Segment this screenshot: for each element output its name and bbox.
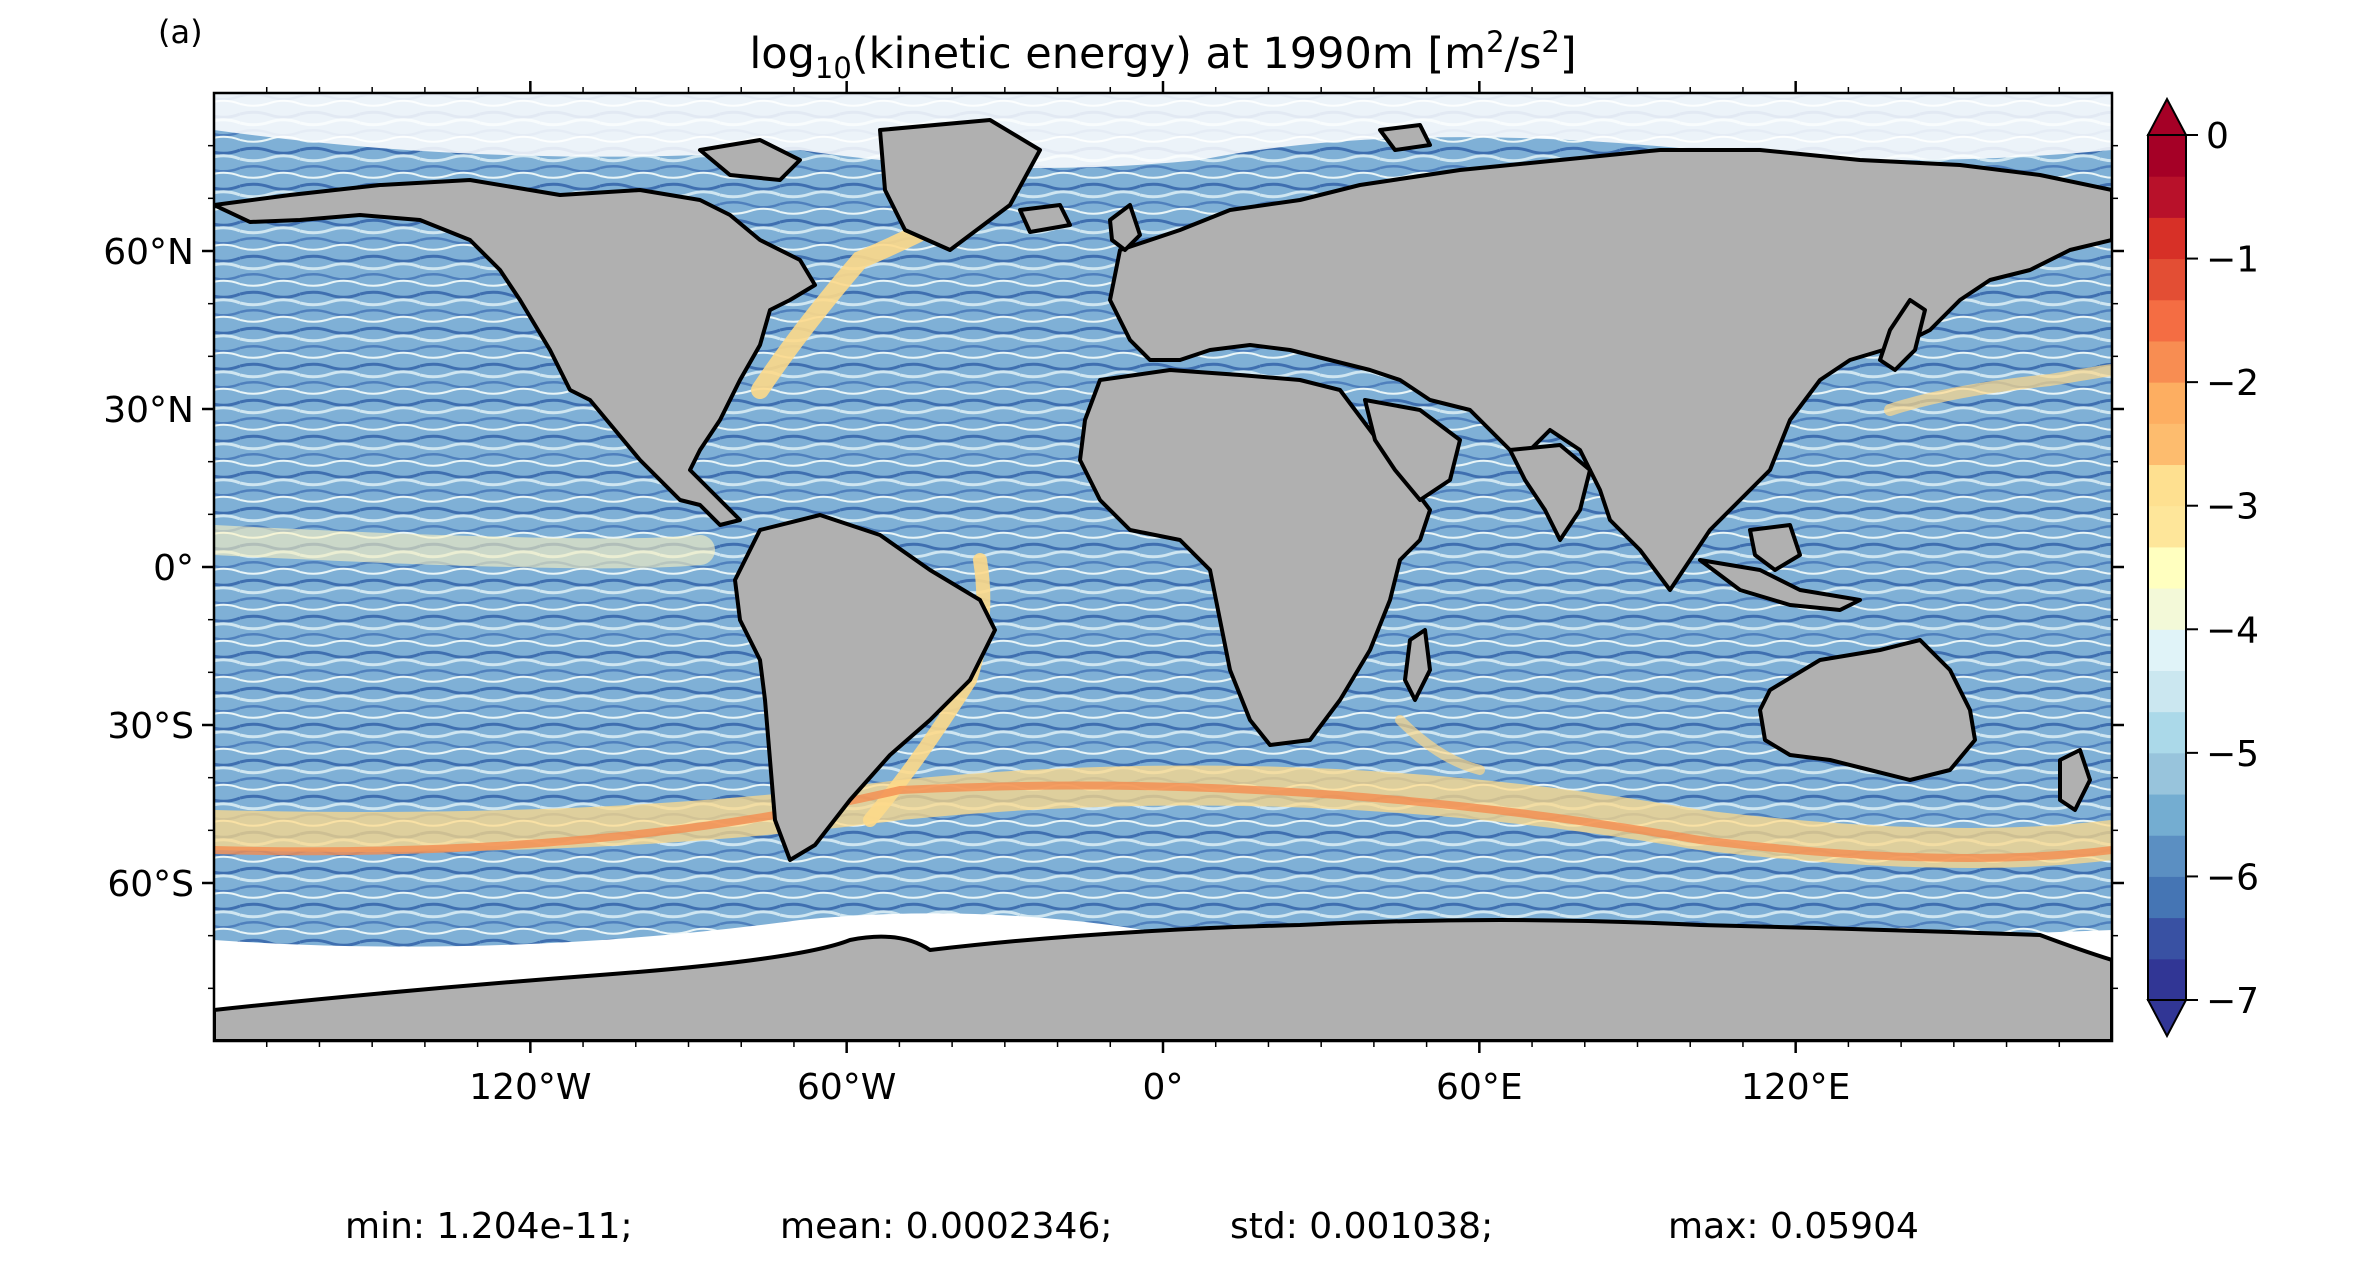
colorbar-segment [2148,340,2186,383]
colorbar-frame [2147,134,2187,1001]
colorbar-extend-bottom [2146,999,2188,1039]
arctic-ice [214,93,2112,168]
lat-tick-label: 60°S [107,864,194,905]
borneo [1748,523,1802,572]
circumpolar-core [214,781,2112,862]
lat-tick-label: 30°N [103,390,194,431]
lon-tick-label: 60°E [1436,1067,1523,1108]
stat-min: min: 1.204e-11; [345,1206,633,1247]
colorbar-tick-label: −6 [2206,857,2259,898]
colorbar-segment [2148,835,2186,877]
colorbar-segment [2148,876,2186,919]
svalbard [1378,123,1432,152]
colorbar-segment [2148,588,2186,630]
chart-title: log10(kinetic energy) at 1990m [m2/s2] [749,25,1576,85]
panel-label: (a) [158,13,203,51]
colorbar-segment [2148,546,2186,589]
colorbar: 0 −1 −2 −3 −4 −5 −6 −7 [2146,96,2259,1039]
colorbar-segment [2148,258,2186,301]
latitude-ticks: 60°N 30°N 0° 30°S 60°S [103,144,2124,990]
colorbar-tick-label: 0 [2206,116,2229,157]
colorbar-segment [2148,423,2186,466]
colorbar-segment [2148,711,2186,754]
iceland [1018,203,1072,234]
colorbar-extend-top [2146,96,2188,136]
stat-mean: mean: 0.0002346; [780,1206,1112,1247]
arabia [1363,398,1462,502]
new-zealand [2058,748,2092,812]
lat-tick-label: 0° [153,548,194,589]
colorbar-segment [2148,299,2186,342]
madagascar [1403,628,1432,702]
land-masses [214,118,2112,1041]
india [1508,443,1592,542]
colorbar-segment [2148,670,2186,713]
lon-tick-label: 60°W [797,1067,896,1108]
south-america [733,513,997,862]
colorbar-segment [2148,958,2186,1001]
colorbar-segment [2148,794,2186,836]
africa [1078,368,1432,747]
colorbar-segment [2148,382,2186,424]
indonesia [1698,558,1862,612]
colorbar-tick-label: −7 [2206,981,2259,1022]
greenland [878,118,1042,252]
lon-tick-label: 120°W [469,1067,591,1108]
colorbar-tick-label: −3 [2206,487,2259,528]
stats-line: min: 1.204e-11; mean: 0.0002346; std: 0.… [345,1206,1919,1247]
equatorial-band [214,525,715,569]
agulhas [1395,715,1485,775]
uk [1108,203,1142,252]
australia [1758,638,1977,782]
eurasia [1108,148,2112,592]
colorbar-segment [2148,629,2186,671]
japan [1878,298,1927,372]
colorbar-tick-label: −2 [2206,363,2259,404]
colorbar-segment [2148,505,2186,548]
colorbar-tick-label: −4 [2206,610,2259,651]
lon-tick-label: 120°E [1741,1067,1850,1108]
lon-tick-label: 0° [1143,1067,1184,1108]
colorbar-segment [2148,135,2186,177]
colorbar-segment [2148,752,2186,795]
lat-tick-label: 30°S [107,706,194,747]
colorbar-tick-label: −1 [2206,240,2259,281]
map-panel [214,93,2112,1041]
colorbar-segment [2148,217,2186,260]
arctic-islands [698,138,802,182]
north-america [214,178,817,527]
stat-max: max: 0.05904 [1668,1206,1919,1247]
antarctica [214,918,2112,1041]
colorbar-segment [2148,176,2186,218]
colorbar-segment [2148,464,2186,507]
colorbar-segment [2148,917,2186,960]
longitude-ticks: 120°W 60°W 0° 60°E 120°E [265,81,2061,1108]
kuroshio [1884,364,2112,416]
colorbar-tick-label: −5 [2206,734,2259,775]
stat-std: std: 0.001038; [1230,1206,1493,1247]
lat-tick-label: 60°N [103,232,194,273]
